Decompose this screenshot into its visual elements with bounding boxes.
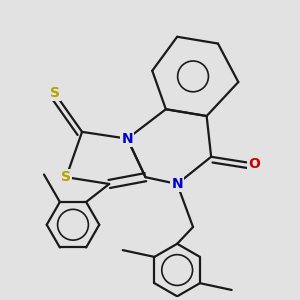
Text: S: S	[61, 170, 71, 184]
Text: N: N	[122, 132, 133, 146]
Text: O: O	[248, 157, 260, 171]
Text: N: N	[171, 177, 183, 191]
Text: S: S	[50, 86, 60, 100]
